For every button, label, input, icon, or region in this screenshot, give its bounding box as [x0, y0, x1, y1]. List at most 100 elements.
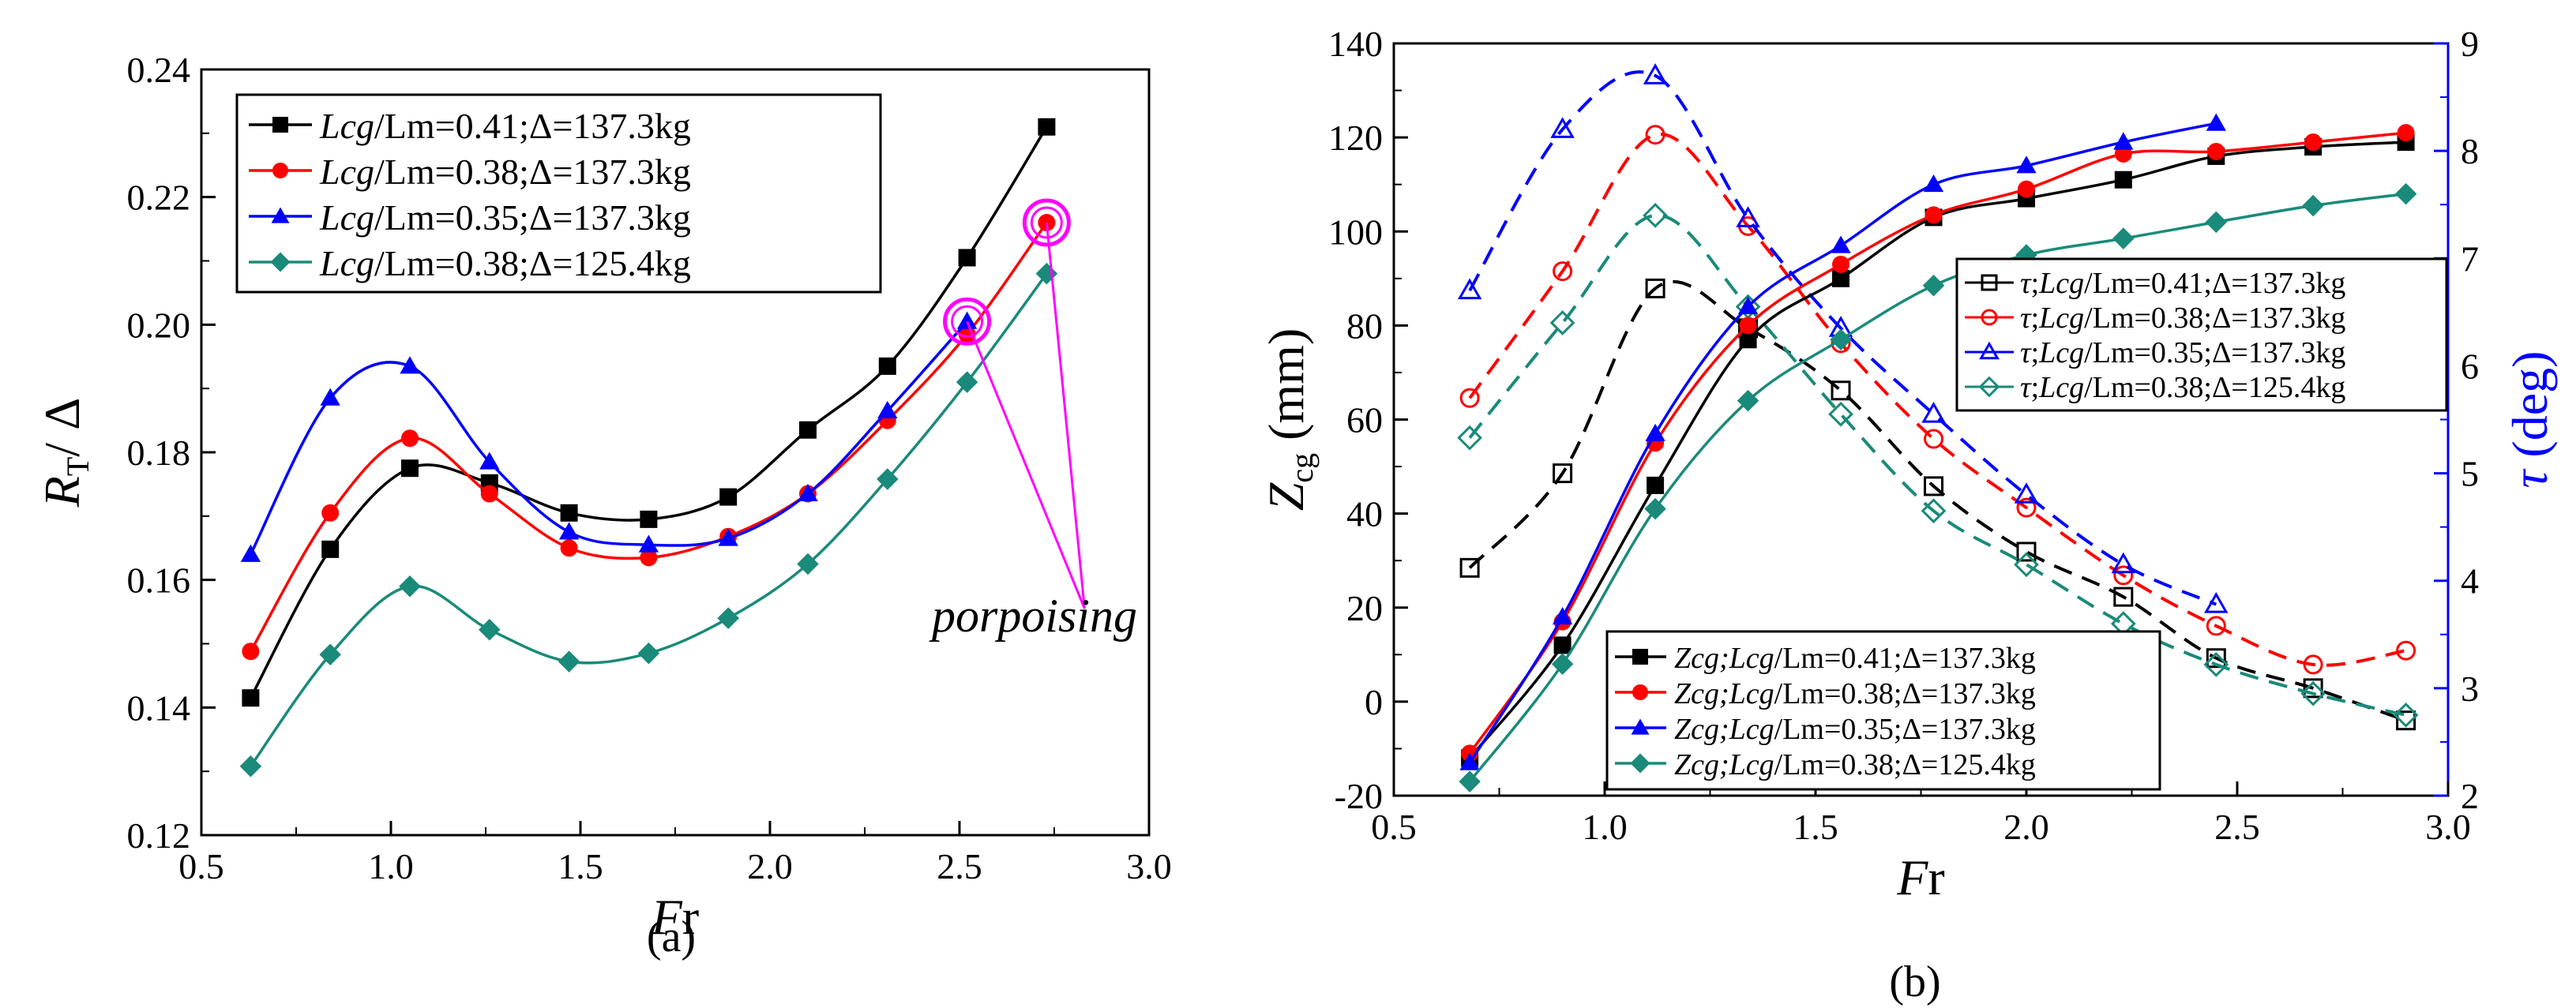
data-point — [1459, 770, 1481, 793]
legend-sep: ; — [2031, 336, 2040, 369]
legend-zcg-label: Zcg;Lcg/Lm=0.38;Δ=137.3kg — [1674, 677, 2036, 710]
data-point — [1647, 476, 1665, 494]
y-left-title-rest: (mm) — [1258, 328, 1314, 453]
series-line — [1468, 131, 2406, 755]
y-left-axis-title: Zcg (mm) — [1258, 328, 1320, 511]
data-point — [1035, 262, 1058, 285]
y-left-title-italic: Z — [1258, 482, 1314, 511]
data-point — [2014, 552, 2039, 578]
legend-rest: /Lm=0.38;Δ=125.4kg — [374, 243, 691, 283]
legend-italic: Lcg — [319, 243, 374, 283]
y-axis-title-italic: R — [34, 476, 90, 508]
legend-pre: Zcg; — [1674, 713, 1729, 746]
y-tick-label: 0.20 — [127, 305, 191, 345]
legend-italic: Lcg — [2038, 302, 2084, 335]
y-right-tick-label: 6 — [2461, 346, 2479, 386]
data-point — [319, 643, 341, 665]
data-point — [1832, 255, 1850, 273]
series-line-dashed — [1468, 70, 2217, 606]
x-tick-label: 1.0 — [1582, 807, 1628, 847]
legend-swatch-marker — [1979, 341, 2000, 360]
y-left-tick-label: 100 — [1328, 212, 1383, 252]
data-point — [2204, 591, 2229, 613]
series-tau-1 — [1459, 125, 2416, 675]
x-tick-label: 3.0 — [1126, 846, 1172, 886]
legend-italic: Lcg — [1729, 748, 1774, 781]
legend-italic: Lcg — [319, 106, 374, 146]
data-point — [638, 534, 659, 553]
legend-zcg-item: Zcg;Lcg/Lm=0.38;Δ=125.4kg — [1615, 748, 2036, 781]
porpoising-pointer — [966, 320, 1086, 609]
data-point — [1553, 261, 1573, 282]
data-point — [1739, 317, 1757, 335]
data-point — [1832, 269, 1850, 287]
data-point — [2113, 586, 2134, 607]
y-tick-label: 0.22 — [127, 178, 191, 218]
legend-pre: Zcg; — [1674, 748, 1729, 781]
y-left-tick-label: 120 — [1328, 118, 1383, 158]
x-tick-label: 1.5 — [1793, 807, 1838, 847]
porpoising-ring — [1022, 198, 1071, 247]
series-line — [1468, 141, 2406, 759]
legend-swatch-marker — [272, 117, 288, 133]
data-point — [1830, 328, 1852, 350]
legend-italic: Lcg — [2038, 267, 2084, 300]
data-point — [956, 371, 978, 393]
caption-b: (b) — [1889, 957, 1940, 1006]
legend-rest: /Lm=0.41;Δ=137.3kg — [374, 106, 691, 146]
legend-italic: Lcg — [319, 152, 374, 192]
panel-b: 0.5 1.0 1.5 2.0 2.5 3.0 -20 0 20 40 60 80 100 120 140 2… — [1258, 24, 2558, 905]
series-line — [1468, 192, 2406, 783]
x-axis-title-rest: r — [682, 889, 699, 945]
y-right-tick-label: 8 — [2461, 131, 2479, 171]
data-point — [2393, 703, 2419, 728]
legend-a-label: Lcg/Lm=0.38;Δ=137.3kg — [319, 152, 691, 192]
x-tick-label: 0.5 — [1371, 807, 1417, 847]
legend-a-box — [235, 93, 882, 294]
data-point — [2206, 113, 2226, 131]
porpoising-ring — [943, 297, 992, 346]
data-point — [1831, 235, 1851, 253]
data-point — [321, 504, 340, 522]
legend-sep: ; — [2031, 302, 2040, 335]
data-point — [798, 483, 818, 502]
legend-zcg-item: Zcg;Lcg/Lm=0.38;Δ=137.3kg — [1615, 677, 2036, 710]
data-point — [1924, 429, 1944, 449]
legend-a-label: Lcg/Lm=0.41;Δ=137.3kg — [319, 106, 691, 146]
x-axis-title-rest: r — [1928, 849, 1944, 905]
y-tick-label: 0.14 — [127, 688, 191, 728]
x-axis-title-italic: F — [651, 889, 683, 945]
y-tick-label: 0.12 — [127, 815, 191, 856]
porpoising-ring-inner — [951, 305, 984, 338]
y-left-tick-label: 80 — [1346, 305, 1383, 346]
legend-rest: /Lm=0.38;Δ=125.4kg — [1774, 748, 2036, 781]
data-point — [958, 249, 976, 267]
y-axis-title-rest: / Δ — [34, 398, 90, 457]
data-point — [1922, 274, 1945, 297]
data-point — [560, 504, 578, 522]
data-point — [2111, 552, 2136, 574]
legend-tau-item: τ;Lcg/Lm=0.41;Δ=137.3kg — [1965, 267, 2345, 300]
y-tick-label: 0.18 — [127, 433, 191, 473]
data-point — [1553, 636, 1572, 654]
data-point — [400, 356, 420, 374]
legend-rest: /Lm=0.38;Δ=137.3kg — [2084, 302, 2345, 335]
legend-zcg-label: Zcg;Lcg/Lm=0.35;Δ=137.3kg — [1674, 713, 2036, 746]
y-left-tick-label: 140 — [1328, 24, 1383, 64]
data-point — [1924, 476, 1944, 497]
legend-rest: /Lm=0.35;Δ=137.3kg — [2084, 336, 2345, 369]
data-point — [2394, 182, 2417, 205]
data-point — [2302, 194, 2324, 217]
panel-a: 0.5 1.0 1.5 2.0 2.5 3.0 0.12 0.14 0.16 0.18 0.20 0.… — [34, 50, 1172, 945]
x-tick-label: 2.5 — [937, 846, 982, 886]
legend-rest: /Lm=0.38;Δ=137.3kg — [374, 152, 691, 192]
data-point — [2397, 124, 2415, 142]
legend-sep: ; — [2031, 371, 2040, 404]
data-point — [2018, 180, 2035, 198]
data-point — [1645, 278, 1665, 298]
data-point — [797, 553, 819, 575]
legend-zcg-box — [1605, 630, 2161, 791]
data-point — [240, 544, 261, 562]
data-point — [1828, 401, 1853, 427]
legend-tau: τ;Lcg/Lm=0.41;Δ=137.3kgτ;Lcg/Lm=0.38;Δ=1… — [1955, 257, 2448, 412]
